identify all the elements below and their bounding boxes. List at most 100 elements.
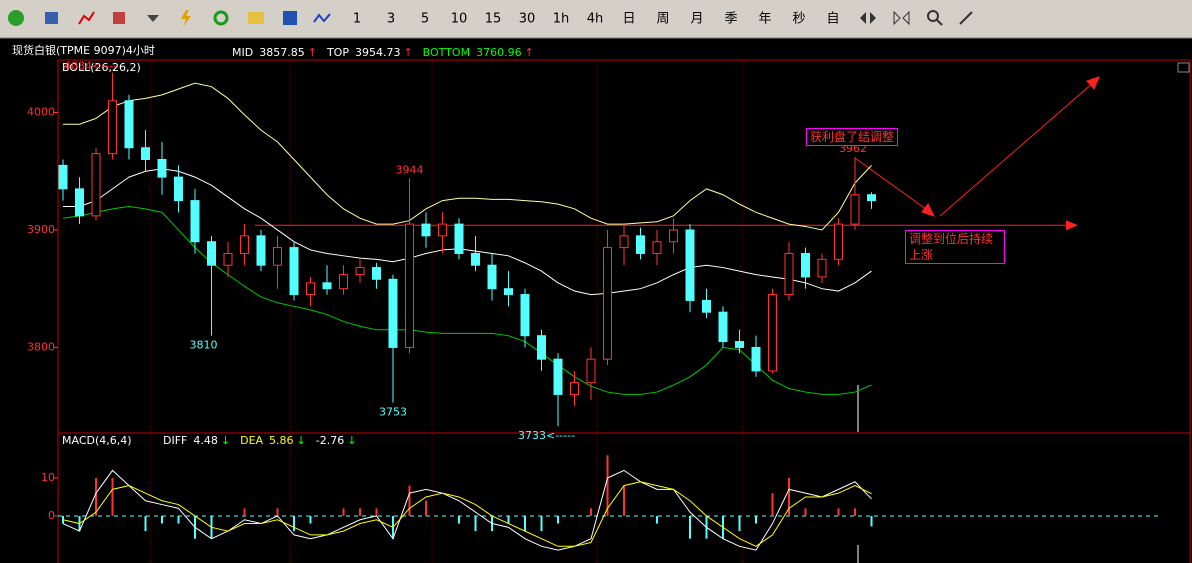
stat-name: MID bbox=[232, 46, 253, 59]
candle-body bbox=[537, 335, 546, 360]
save-icon[interactable] bbox=[283, 11, 297, 25]
stat-value: -2.76 bbox=[316, 434, 344, 447]
candle-body bbox=[355, 267, 365, 276]
candle-body bbox=[108, 100, 117, 155]
y-tick-label: 10 bbox=[41, 471, 55, 484]
y-tick-label: 0 bbox=[48, 509, 55, 522]
candle-body bbox=[454, 223, 464, 254]
candle-icon[interactable] bbox=[113, 12, 125, 24]
macd-title: MACD(4,6,4) bbox=[62, 434, 132, 447]
toolbar-button[interactable]: 日 bbox=[622, 12, 635, 27]
candle-body bbox=[504, 288, 513, 296]
candle-body bbox=[157, 158, 167, 178]
toolbar-button[interactable]: 3 bbox=[387, 12, 395, 27]
refresh-icon[interactable] bbox=[213, 10, 229, 26]
candle-body bbox=[190, 200, 200, 243]
search-handle bbox=[936, 19, 943, 26]
search-icon[interactable] bbox=[927, 10, 939, 22]
stat-arrow: ↓ bbox=[297, 434, 306, 447]
toolbar-button[interactable]: 秒 bbox=[792, 12, 805, 27]
toolbar-button[interactable]: 1h bbox=[553, 12, 570, 27]
toolbar-button[interactable]: 周 bbox=[656, 12, 669, 27]
candle-body bbox=[289, 247, 299, 296]
stat-value: 3954.73 bbox=[355, 46, 401, 59]
callout: 调整到位后持续上涨 bbox=[905, 230, 1005, 264]
candle-body bbox=[438, 223, 447, 237]
candle-body bbox=[405, 223, 414, 348]
right-icon[interactable] bbox=[870, 12, 876, 24]
candle-body bbox=[553, 358, 563, 395]
toolbar bbox=[0, 0, 1192, 38]
toolbar-button[interactable]: 1 bbox=[353, 12, 361, 27]
candle-body bbox=[817, 258, 827, 278]
toolbar-button[interactable]: 月 bbox=[690, 12, 703, 27]
candle-body bbox=[91, 153, 101, 217]
toolbar-button[interactable]: 自 bbox=[826, 12, 839, 27]
dea-line bbox=[62, 481, 872, 547]
draw-icon[interactable] bbox=[959, 11, 973, 25]
candle-body bbox=[718, 311, 728, 343]
toolbar-button[interactable]: 年 bbox=[758, 12, 771, 27]
list-icon[interactable] bbox=[45, 12, 58, 24]
stat-name: DEA bbox=[240, 434, 263, 447]
arrow-head bbox=[1086, 76, 1100, 90]
toolbar-button[interactable]: 季 bbox=[724, 12, 737, 27]
zoom-in-icon[interactable] bbox=[893, 10, 901, 26]
back-icon[interactable] bbox=[8, 10, 24, 26]
stat-arrow: ↓ bbox=[347, 434, 356, 447]
y-tick-label: 4000 bbox=[27, 106, 55, 119]
candle-body bbox=[636, 235, 645, 254]
candle-body bbox=[124, 100, 134, 149]
boll-line bbox=[63, 82, 872, 231]
candle-body bbox=[141, 147, 150, 160]
stat-arrow: ↑ bbox=[403, 46, 412, 59]
candle-body bbox=[867, 194, 876, 202]
callout: 获利盘了结调整 bbox=[806, 128, 899, 146]
candle-body bbox=[75, 188, 84, 217]
stat-arrow: ↑ bbox=[308, 46, 317, 59]
line-icon[interactable] bbox=[78, 11, 95, 25]
candle-body bbox=[174, 176, 183, 202]
trend-arrows bbox=[854, 76, 1100, 217]
candle-body bbox=[388, 278, 398, 348]
wave-icon[interactable] bbox=[313, 13, 331, 23]
candle-body bbox=[372, 267, 381, 280]
stat-name: DIFF bbox=[163, 434, 187, 447]
dropdown-icon[interactable] bbox=[147, 15, 159, 22]
candle-body bbox=[801, 252, 810, 278]
candle-body bbox=[207, 241, 216, 266]
indicator-label: BOLL(26,26,2) bbox=[62, 61, 141, 74]
candle-body bbox=[520, 294, 530, 337]
toolbar-button[interactable]: 30 bbox=[519, 12, 536, 27]
left-icon[interactable] bbox=[860, 12, 866, 24]
candle-body bbox=[256, 235, 266, 266]
flash-icon[interactable] bbox=[181, 10, 191, 27]
stat-value: 5.86 bbox=[269, 434, 294, 447]
candle-body bbox=[619, 235, 629, 249]
open-icon[interactable] bbox=[248, 12, 264, 24]
price-annotation: 3944 bbox=[396, 163, 424, 176]
toolbar-button[interactable]: 4h bbox=[587, 12, 604, 27]
candle-body bbox=[603, 247, 612, 360]
toolbar-button[interactable]: 15 bbox=[485, 12, 502, 27]
candle-body bbox=[58, 164, 68, 190]
candle-body bbox=[487, 264, 497, 290]
candle-body bbox=[669, 229, 678, 243]
stat-arrow: ↓ bbox=[221, 434, 230, 447]
candle-body bbox=[784, 252, 794, 296]
toolbar-button[interactable]: 10 bbox=[451, 12, 468, 27]
price-annotation: 4034<---- bbox=[64, 60, 117, 73]
toolbar-button[interactable]: 5 bbox=[421, 12, 429, 27]
toolbar-icons bbox=[8, 10, 973, 27]
scroll-button[interactable] bbox=[1177, 62, 1190, 73]
candle-body bbox=[850, 194, 860, 225]
price-annotation: 3753 bbox=[379, 406, 407, 419]
candle-body bbox=[652, 241, 662, 254]
candle-body bbox=[834, 223, 843, 260]
candle-body bbox=[685, 229, 695, 301]
stat-name: TOP bbox=[326, 46, 349, 59]
candle-body bbox=[751, 346, 761, 372]
zoom-out-icon[interactable] bbox=[902, 10, 910, 26]
chart-title: 现货白银(TPME 9097)4小时 bbox=[12, 43, 155, 57]
